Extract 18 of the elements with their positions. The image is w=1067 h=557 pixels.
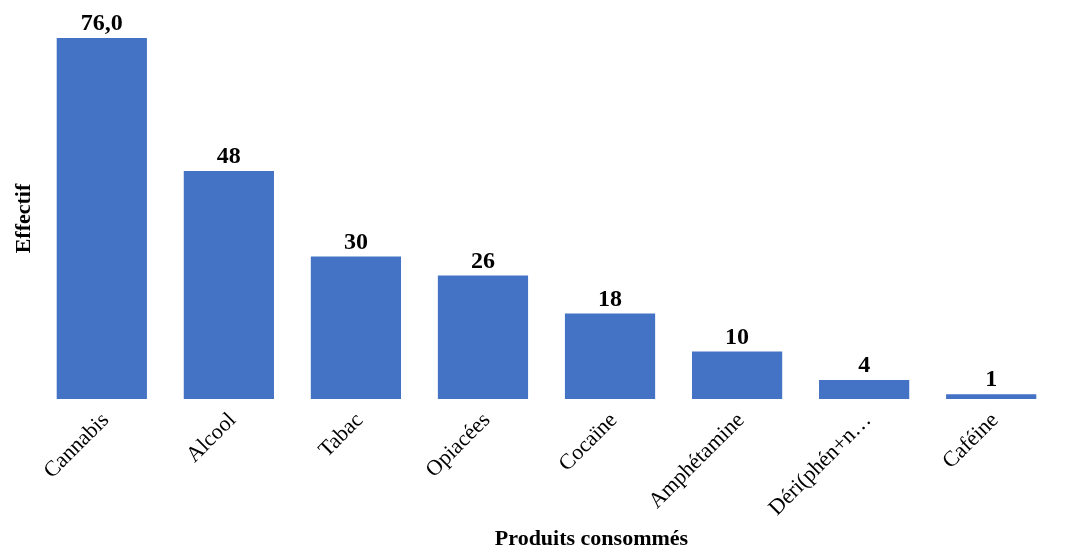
bar	[310, 256, 402, 399]
data-label: 76,0	[80, 9, 123, 35]
data-label: 30	[343, 227, 368, 254]
bar	[183, 171, 274, 399]
bar	[564, 313, 656, 399]
data-label: 1	[985, 365, 998, 392]
data-label: 48	[216, 142, 241, 168]
data-label: 18	[598, 284, 623, 311]
bar	[819, 380, 910, 399]
x-axis-title: Produits consommés	[494, 525, 689, 550]
data-label: 4	[858, 351, 871, 377]
y-axis-title: Effectif	[10, 183, 35, 254]
data-label: 26	[470, 246, 495, 273]
bar	[56, 38, 147, 399]
bar	[691, 351, 783, 399]
data-label: 10	[725, 322, 750, 349]
bar	[437, 275, 529, 399]
bar	[946, 394, 1037, 399]
